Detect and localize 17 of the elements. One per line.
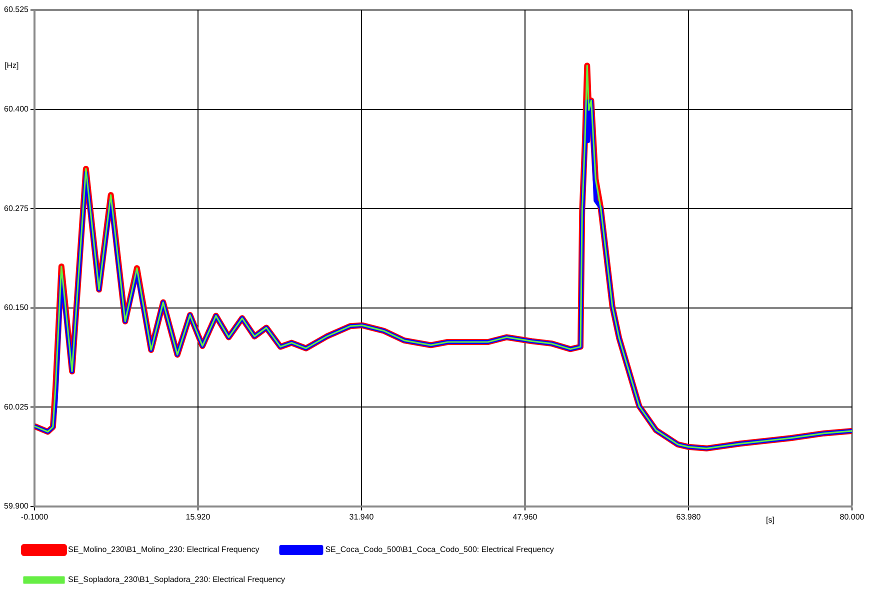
x-tick-label: 15.920 bbox=[186, 512, 211, 522]
y-tick-label: 60.400 bbox=[4, 104, 30, 114]
x-axis-title: [s] bbox=[766, 516, 774, 525]
y-axis-title: [Hz] bbox=[4, 61, 19, 70]
x-tick-label: 63.980 bbox=[676, 512, 702, 522]
y-tick-label: 60.025 bbox=[4, 402, 30, 412]
y-tick-label: 60.275 bbox=[4, 204, 30, 213]
x-tick-label: 80.000 bbox=[840, 512, 865, 522]
x-tick-label: 31.940 bbox=[349, 512, 374, 522]
legend-label: SE_Sopladora_230\B1_Sopladora_230: Electrical Frequency bbox=[68, 575, 286, 584]
y-tick-label: 59.900 bbox=[4, 502, 30, 511]
y-tick-label: 60.525 bbox=[4, 5, 30, 14]
legend-label: SE_Molino_230\B1_Molino_230: Electrical Frequency bbox=[68, 545, 260, 554]
y-tick-label: 60.150 bbox=[4, 303, 30, 312]
x-tick-label: 47.960 bbox=[512, 512, 538, 522]
legend-label: SE_Coca_Codo_500\B1_Coca_Codo_500: Electrical Frequency bbox=[325, 545, 554, 554]
x-tick-label: -0.1000 bbox=[20, 512, 49, 522]
